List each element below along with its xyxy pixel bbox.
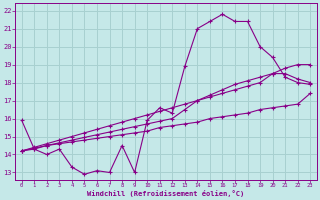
X-axis label: Windchill (Refroidissement éolien,°C): Windchill (Refroidissement éolien,°C) — [87, 190, 244, 197]
